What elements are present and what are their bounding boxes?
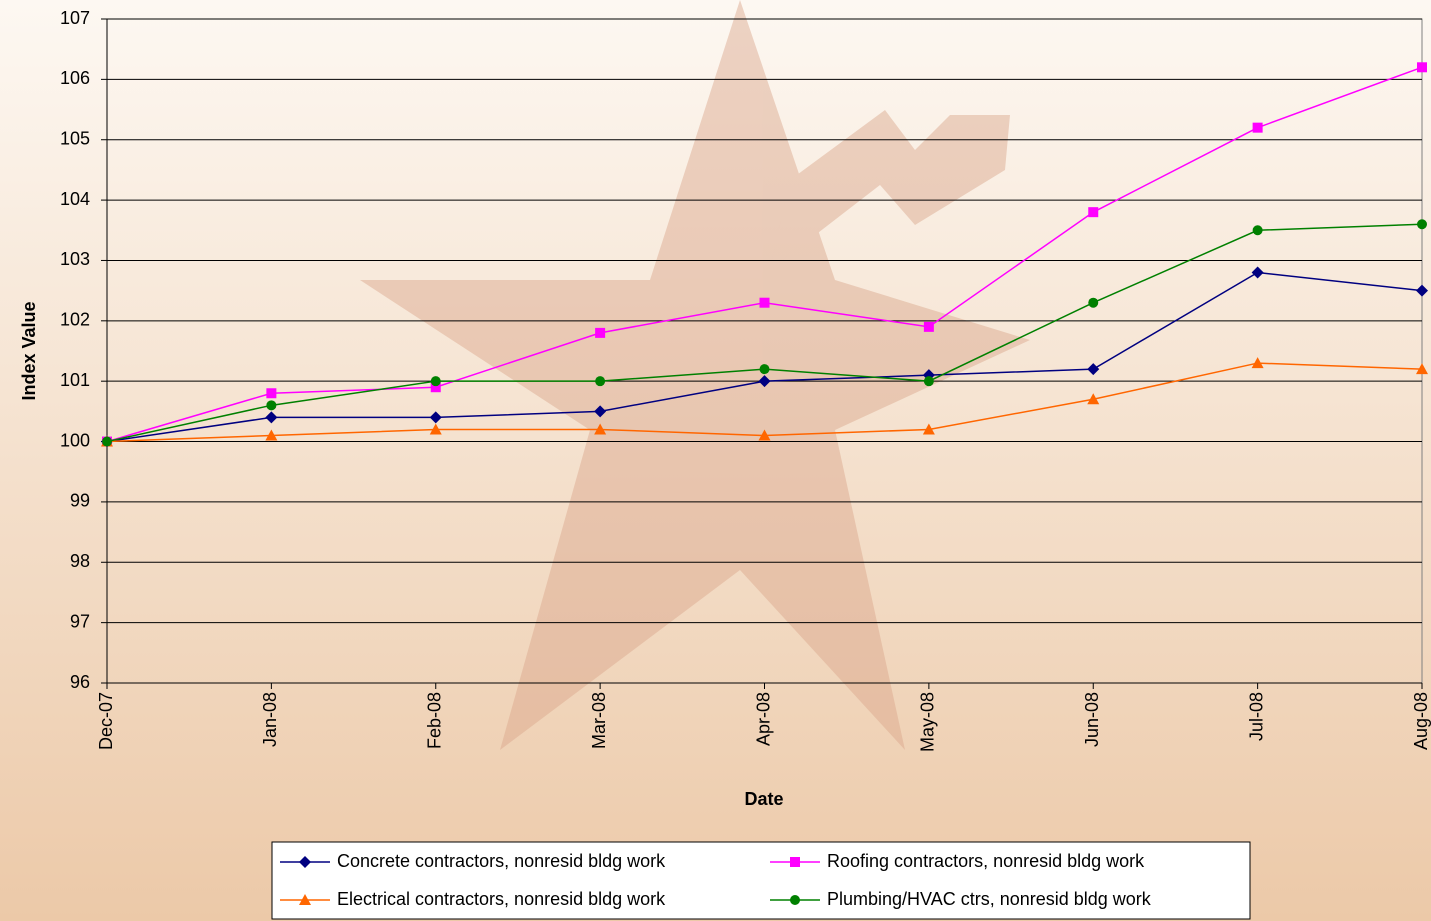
y-tick-label: 101 <box>60 370 90 390</box>
y-tick-label: 96 <box>70 672 90 692</box>
marker <box>1417 219 1427 229</box>
y-tick-label: 107 <box>60 8 90 28</box>
marker <box>1253 123 1263 133</box>
marker <box>760 298 770 308</box>
marker <box>760 364 770 374</box>
x-tick-label: Mar-08 <box>589 692 609 749</box>
chart: Index Value Date 96 97 98 99 100 101 102 103 104… <box>0 0 1431 921</box>
legend-label: Electrical contractors, nonresid bldg wo… <box>337 889 666 909</box>
marker <box>102 437 112 447</box>
y-axis-title: Index Value <box>19 301 39 400</box>
y-tick-label: 97 <box>70 611 90 631</box>
y-tick-label: 105 <box>60 128 90 148</box>
x-tick-label: Jan-08 <box>260 692 280 747</box>
x-tick-label: Apr-08 <box>753 692 773 746</box>
x-tick-label: Feb-08 <box>425 692 445 749</box>
y-tick-label: 102 <box>60 310 90 330</box>
y-tick-label: 98 <box>70 551 90 571</box>
marker <box>266 388 276 398</box>
y-tick-label: 100 <box>60 430 90 450</box>
marker <box>595 328 605 338</box>
x-tick-label: May-08 <box>918 692 938 752</box>
marker <box>924 376 934 386</box>
x-axis-title: Date <box>744 789 783 809</box>
y-tick-label: 99 <box>70 491 90 511</box>
marker <box>924 322 934 332</box>
x-tick-label: Aug-08 <box>1411 692 1431 750</box>
marker <box>1088 207 1098 217</box>
x-tick-label: Jun-08 <box>1082 692 1102 747</box>
x-tick-label: Jul-08 <box>1246 692 1266 741</box>
legend-label: Roofing contractors, nonresid bldg work <box>827 851 1145 871</box>
x-tick-label: Dec-07 <box>96 692 116 750</box>
marker <box>790 895 800 905</box>
marker <box>431 376 441 386</box>
marker <box>1088 298 1098 308</box>
legend-label: Plumbing/HVAC ctrs, nonresid bldg work <box>827 889 1152 909</box>
legend-label: Concrete contractors, nonresid bldg work <box>337 851 666 871</box>
y-tick-label: 103 <box>60 249 90 269</box>
marker <box>1417 62 1427 72</box>
marker <box>266 400 276 410</box>
marker <box>790 857 800 867</box>
marker <box>1253 225 1263 235</box>
y-tick-label: 104 <box>60 189 90 209</box>
y-tick-label: 106 <box>60 68 90 88</box>
marker <box>595 376 605 386</box>
